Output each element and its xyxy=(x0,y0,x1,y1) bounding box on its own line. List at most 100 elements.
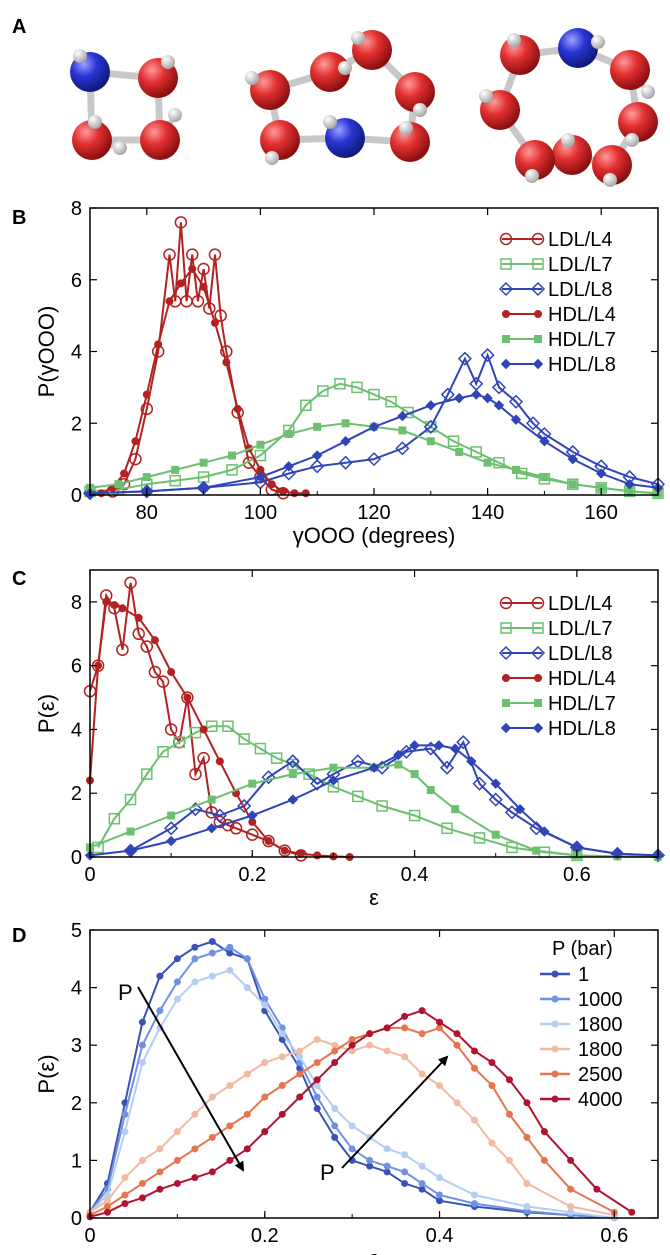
data-point xyxy=(262,834,275,848)
data-point xyxy=(401,1179,409,1187)
data-point xyxy=(261,1128,269,1136)
data-point xyxy=(121,1128,129,1136)
data-point xyxy=(472,776,487,791)
data-point xyxy=(529,821,544,836)
data-point xyxy=(199,725,208,734)
data-point xyxy=(173,1128,181,1136)
data-point xyxy=(482,392,493,404)
pressure-arrow-up xyxy=(341,1055,449,1169)
data-point xyxy=(551,1095,559,1103)
data-point xyxy=(534,674,542,682)
legend-item: 4000 xyxy=(540,1089,623,1111)
hydrogen-atom xyxy=(625,133,639,147)
data-point xyxy=(498,645,514,661)
data-point xyxy=(436,1082,444,1090)
legend-label: HDL/L8 xyxy=(548,718,616,740)
legend-title: P (bar) xyxy=(552,938,613,960)
data-point xyxy=(366,1156,374,1164)
y-tick-label: 4 xyxy=(71,978,82,1000)
data-point xyxy=(300,399,312,412)
data-point xyxy=(288,770,297,779)
data-point xyxy=(534,310,542,318)
data-point xyxy=(483,458,492,467)
data-point xyxy=(502,674,510,682)
data-point xyxy=(436,1191,444,1199)
data-point xyxy=(551,1045,559,1053)
data-point xyxy=(401,1168,409,1176)
data-point xyxy=(243,984,251,992)
data-point xyxy=(313,1076,321,1084)
data-point xyxy=(148,665,162,679)
data-point xyxy=(313,851,322,860)
y-tick-label: 2 xyxy=(71,1093,82,1115)
data-point xyxy=(567,1208,575,1216)
data-point xyxy=(208,1093,216,1101)
series-ldl-l8 xyxy=(82,348,666,501)
data-point xyxy=(156,1145,164,1153)
data-point xyxy=(593,1185,601,1193)
hydrogen-atom xyxy=(161,55,175,69)
data-point xyxy=(210,318,219,327)
data-point xyxy=(451,805,460,814)
data-point xyxy=(313,1058,321,1066)
data-point xyxy=(523,1099,531,1107)
data-point xyxy=(207,795,216,804)
data-point xyxy=(490,778,501,789)
y-tick-label: 3 xyxy=(71,1035,82,1057)
data-point xyxy=(212,808,227,823)
data-point xyxy=(376,800,388,812)
data-point xyxy=(140,402,154,416)
data-point xyxy=(383,1024,391,1032)
series-line xyxy=(112,222,284,495)
data-point xyxy=(368,421,380,433)
legend-label: 1800 xyxy=(578,1039,623,1061)
data-point xyxy=(226,943,234,951)
data-point xyxy=(331,1058,339,1066)
data-point xyxy=(447,435,460,447)
data-point xyxy=(114,480,123,489)
series-line xyxy=(89,763,659,858)
series-line xyxy=(89,744,659,857)
hydrogen-atom xyxy=(338,61,352,75)
data-point xyxy=(348,1122,356,1130)
data-point xyxy=(173,1179,181,1187)
data-point xyxy=(470,1200,478,1208)
y-tick-label: 2 xyxy=(71,783,82,805)
data-point xyxy=(534,699,542,707)
data-point xyxy=(394,760,403,769)
legend-label: LDL/L4 xyxy=(548,593,613,615)
data-point xyxy=(126,827,135,836)
series-line xyxy=(97,725,577,857)
data-point xyxy=(506,841,518,854)
data-point xyxy=(156,1007,164,1015)
y-tick-label: 5 xyxy=(71,920,82,942)
data-point xyxy=(261,1001,269,1009)
data-point xyxy=(493,400,505,411)
hydrogen-atom xyxy=(413,103,427,117)
series-line xyxy=(89,946,615,1219)
data-point xyxy=(243,1070,251,1078)
series-line xyxy=(89,600,350,858)
data-point xyxy=(156,972,164,980)
data-point xyxy=(156,675,170,688)
data-point xyxy=(296,1047,304,1055)
data-point xyxy=(261,1093,269,1101)
data-point xyxy=(401,1053,409,1061)
data-point xyxy=(340,435,351,447)
data-point xyxy=(540,1156,548,1164)
data-point xyxy=(138,1058,146,1066)
oxygen-atom xyxy=(390,122,430,162)
data-point xyxy=(331,1105,339,1113)
legend-label: LDL/L7 xyxy=(548,254,613,276)
data-point xyxy=(156,1185,164,1193)
data-point xyxy=(169,474,181,487)
legend-item: LDL/L8 xyxy=(498,279,613,301)
data-point xyxy=(457,351,472,366)
series-line xyxy=(89,352,659,495)
hydrogen-atom xyxy=(168,108,182,122)
hydrogen-atom xyxy=(561,133,575,147)
data-point xyxy=(261,1058,269,1066)
data-point xyxy=(366,452,382,467)
data-point xyxy=(512,465,520,474)
data-point xyxy=(351,381,363,394)
